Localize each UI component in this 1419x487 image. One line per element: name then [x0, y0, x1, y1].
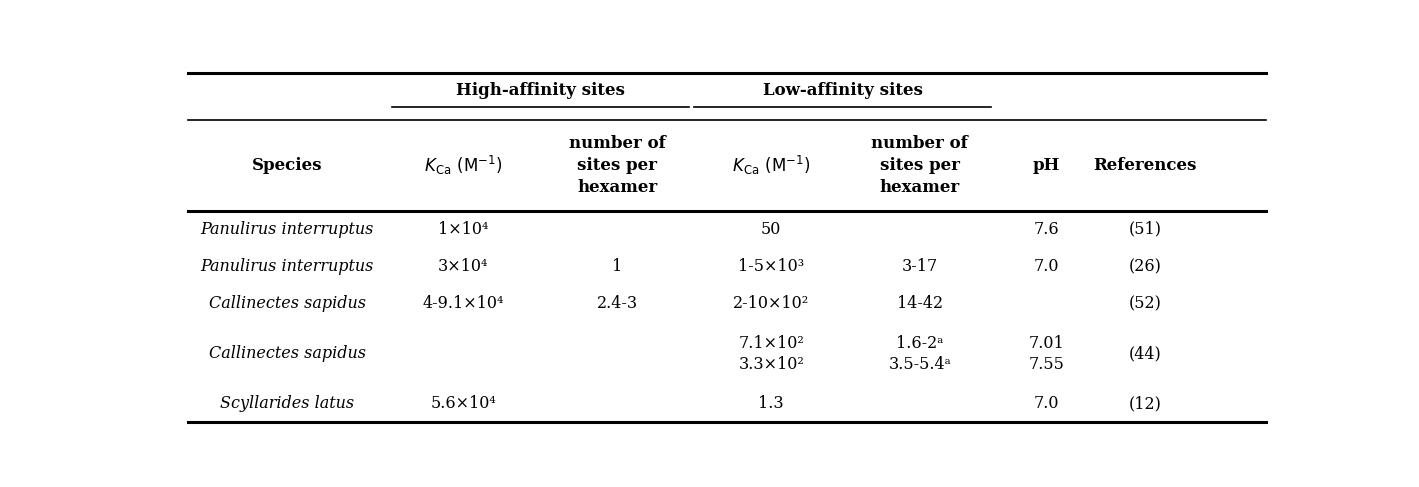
Text: 7.6: 7.6 [1033, 221, 1059, 238]
Text: 7.0: 7.0 [1033, 258, 1059, 275]
Text: 1.3: 1.3 [758, 395, 785, 412]
Text: 50: 50 [761, 221, 782, 238]
Text: (26): (26) [1128, 258, 1162, 275]
Text: 4-9.1×10⁴: 4-9.1×10⁴ [423, 295, 504, 312]
Text: Callinectes sapidus: Callinectes sapidus [209, 345, 366, 362]
Text: Scyllarides latus: Scyllarides latus [220, 395, 355, 412]
Text: 3-17: 3-17 [901, 258, 938, 275]
Text: Low-affinity sites: Low-affinity sites [763, 82, 922, 99]
Text: 5.6×10⁴: 5.6×10⁴ [430, 395, 497, 412]
Text: (52): (52) [1128, 295, 1162, 312]
Text: 3.3×10²: 3.3×10² [738, 356, 805, 373]
Text: number of
sites per
hexamer: number of sites per hexamer [871, 135, 968, 196]
Text: 3.5-5.4ᵃ: 3.5-5.4ᵃ [888, 356, 951, 373]
Text: (51): (51) [1128, 221, 1162, 238]
Text: 7.0: 7.0 [1033, 395, 1059, 412]
Text: References: References [1094, 157, 1196, 174]
Text: 7.01: 7.01 [1029, 335, 1064, 352]
Text: Panulirus interruptus: Panulirus interruptus [200, 258, 375, 275]
Text: Species: Species [253, 157, 322, 174]
Text: Callinectes sapidus: Callinectes sapidus [209, 295, 366, 312]
Text: 1-5×10³: 1-5×10³ [738, 258, 805, 275]
Text: 2.4-3: 2.4-3 [597, 295, 637, 312]
Text: 1×10⁴: 1×10⁴ [438, 221, 488, 238]
Text: number of
sites per
hexamer: number of sites per hexamer [569, 135, 666, 196]
Text: pH: pH [1033, 157, 1060, 174]
Text: 14-42: 14-42 [897, 295, 942, 312]
Text: 1.6-2ᵃ: 1.6-2ᵃ [895, 335, 944, 352]
Text: $\it{K}$$_{\rm{Ca}}$ $\rm{(M}^{-1}\rm{)}$: $\it{K}$$_{\rm{Ca}}$ $\rm{(M}^{-1}\rm{)}… [732, 154, 810, 177]
Text: 7.1×10²: 7.1×10² [738, 335, 805, 352]
Text: (12): (12) [1128, 395, 1162, 412]
Text: 1: 1 [612, 258, 623, 275]
Text: 7.55: 7.55 [1029, 356, 1064, 373]
Text: (44): (44) [1128, 345, 1162, 362]
Text: 2-10×10²: 2-10×10² [734, 295, 809, 312]
Text: $\it{K}$$_{\rm{Ca}}$ $\rm{(M}^{-1}\rm{)}$: $\it{K}$$_{\rm{Ca}}$ $\rm{(M}^{-1}\rm{)}… [424, 154, 502, 177]
Text: Panulirus interruptus: Panulirus interruptus [200, 221, 375, 238]
Text: High-affinity sites: High-affinity sites [455, 82, 624, 99]
Text: 3×10⁴: 3×10⁴ [438, 258, 488, 275]
